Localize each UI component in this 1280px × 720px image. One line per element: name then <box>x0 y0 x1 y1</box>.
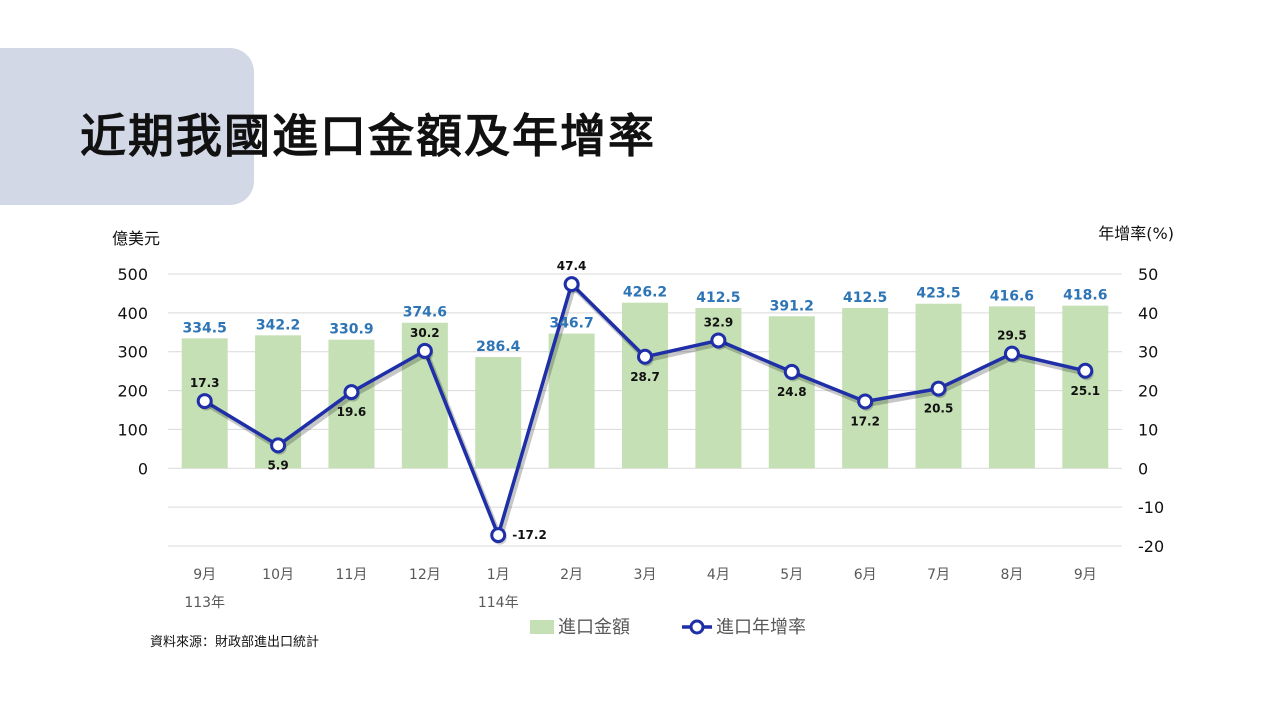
x-tick-label: 4月 <box>707 567 730 583</box>
right-tick-label: 0 <box>1138 459 1148 478</box>
x-tick-label: 7月 <box>927 567 950 583</box>
x-tick-label: 12月 <box>409 567 441 583</box>
bar-value-label: 330.9 <box>329 322 373 338</box>
line-value-label: 19.6 <box>337 405 367 419</box>
line-value-label: 20.5 <box>924 402 954 416</box>
line-value-label: 5.9 <box>267 458 288 472</box>
bar-value-label: 416.6 <box>990 288 1034 304</box>
bar-value-label: 412.5 <box>843 290 887 306</box>
x-tick-label: 9月 <box>1074 567 1097 583</box>
right-tick-label: -20 <box>1138 537 1164 556</box>
bar-import-amount <box>475 356 522 469</box>
x-year-label: 113年 <box>184 595 225 611</box>
bar-value-label: 342.2 <box>256 317 300 333</box>
bar-import-amount <box>842 308 889 469</box>
right-tick-label: 40 <box>1138 304 1158 323</box>
left-tick-label: 200 <box>117 382 148 401</box>
x-tick-label: 3月 <box>634 567 657 583</box>
title-background <box>0 48 254 205</box>
bar-value-label: 412.5 <box>696 290 740 306</box>
line-value-label: 17.3 <box>190 376 220 390</box>
x-tick-label: 11月 <box>336 567 368 583</box>
line-marker <box>270 437 287 454</box>
line-marker <box>196 393 213 410</box>
right-tick-label: 30 <box>1138 343 1158 362</box>
right-tick-label: 10 <box>1138 420 1158 439</box>
line-marker <box>1003 345 1020 362</box>
bar-value-label: 426.2 <box>623 285 667 301</box>
bar-value-label: 286.4 <box>476 339 521 355</box>
bar-import-amount <box>695 308 742 469</box>
bar-value-label: 391.2 <box>770 298 814 314</box>
line-marker <box>490 527 507 544</box>
bar-import-amount <box>548 333 595 469</box>
line-marker <box>783 363 800 380</box>
bar-value-label: 418.6 <box>1063 288 1107 304</box>
line-marker <box>857 393 874 410</box>
x-year-label: 114年 <box>478 595 519 611</box>
left-tick-label: 300 <box>117 343 148 362</box>
line-marker <box>343 384 360 401</box>
line-marker <box>930 380 947 397</box>
legend-label-bar: 進口金額 <box>558 617 630 638</box>
bar-import-amount <box>622 302 668 469</box>
left-tick-label: 400 <box>117 304 148 323</box>
line-marker <box>637 348 653 365</box>
x-tick-label: 8月 <box>1000 567 1023 583</box>
line-value-label: 25.1 <box>1071 384 1101 398</box>
x-tick-label: 10月 <box>262 567 294 583</box>
bar-import-amount <box>988 306 1035 469</box>
legend-label-line: 進口年增率 <box>716 617 806 638</box>
line-value-label: 28.7 <box>630 370 660 384</box>
line-value-label: 30.2 <box>410 326 440 340</box>
x-tick-label: 9月 <box>193 567 216 583</box>
source-note: 資料來源：財政部進出口統計 <box>150 635 320 650</box>
x-tick-label: 2月 <box>560 567 583 583</box>
legend-swatch-bar <box>530 620 554 634</box>
left-axis-title: 億美元 <box>112 229 160 248</box>
line-marker <box>710 332 727 349</box>
bar-value-label: 346.7 <box>549 316 593 332</box>
right-axis-title: 年增率(%) <box>1098 224 1174 243</box>
line-marker <box>563 276 580 293</box>
bar-import-amount <box>768 316 815 469</box>
line-value-label: 47.4 <box>557 259 587 273</box>
bar-import-amount <box>1062 305 1109 469</box>
bar-value-label: 334.5 <box>183 320 227 336</box>
x-tick-label: 6月 <box>854 567 877 583</box>
line-value-label: 24.8 <box>777 385 807 399</box>
page-title: 近期我國進口金額及年增率 <box>80 109 656 163</box>
x-tick-label: 5月 <box>780 567 803 583</box>
line-marker <box>416 342 433 359</box>
left-tick-label: 0 <box>138 459 148 478</box>
x-tick-label: 1月 <box>487 567 510 583</box>
legend-marker-line <box>689 619 705 635</box>
right-tick-label: -10 <box>1138 498 1164 517</box>
line-marker <box>1077 362 1094 379</box>
line-value-label: 32.9 <box>704 315 734 329</box>
bar-value-label: 374.6 <box>403 305 447 321</box>
line-value-label: 17.2 <box>850 414 880 428</box>
line-value-label: 29.5 <box>997 329 1027 343</box>
line-value-label: -17.2 <box>512 528 547 542</box>
left-tick-label: 100 <box>117 420 148 439</box>
right-tick-label: 20 <box>1138 382 1158 401</box>
bar-value-label: 423.5 <box>916 286 960 302</box>
right-tick-label: 50 <box>1138 265 1158 284</box>
left-tick-label: 500 <box>117 265 148 284</box>
